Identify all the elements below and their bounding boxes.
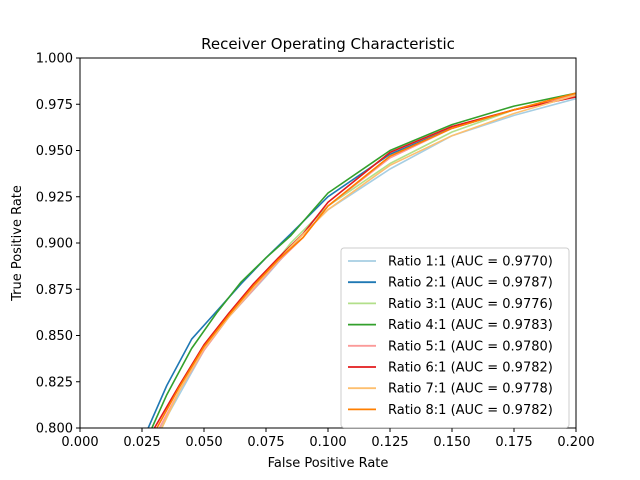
legend-label: Ratio 4:1 (AUC = 0.9783)	[388, 318, 553, 333]
x-axis: 0.000 0.025 0.050 0.075 0.100 0.125 0.150 0.175…	[61, 428, 595, 450]
y-tick-label: 1.000	[36, 52, 73, 67]
x-tick-label: 0.000	[61, 435, 98, 450]
y-tick-label: 0.875	[36, 283, 73, 298]
legend-label: Ratio 5:1 (AUC = 0.9780)	[388, 339, 553, 354]
x-tick-label: 0.100	[309, 435, 346, 450]
legend-box	[340, 247, 570, 429]
x-tick-label: 0.075	[247, 435, 284, 450]
y-tick-label: 0.800	[36, 422, 73, 437]
x-tick-label: 0.050	[185, 435, 222, 450]
legend-label: Ratio 1:1 (AUC = 0.9770)	[388, 255, 553, 270]
legend-label: Ratio 2:1 (AUC = 0.9787)	[388, 276, 553, 291]
legend-label: Ratio 8:1 (AUC = 0.9782)	[388, 403, 553, 418]
y-tick-label: 0.925	[36, 190, 73, 205]
legend-label: Ratio 3:1 (AUC = 0.9776)	[388, 297, 553, 312]
x-tick-label: 0.200	[557, 435, 594, 450]
x-tick-label: 0.125	[371, 435, 408, 450]
y-axis-title: True Positive Rate	[10, 185, 25, 302]
y-tick-label: 0.900	[36, 237, 73, 252]
y-tick-label: 0.975	[36, 98, 73, 113]
series-line-4	[151, 92, 576, 428]
chart-title: Receiver Operating Characteristic	[201, 35, 455, 53]
x-tick-label: 0.175	[495, 435, 532, 450]
series-line-7	[161, 94, 576, 428]
x-tick-label: 0.150	[433, 435, 470, 450]
x-tick-label: 0.025	[123, 435, 160, 450]
y-tick-label: 0.850	[36, 329, 73, 344]
series-line-8	[156, 92, 576, 428]
legend-label: Ratio 6:1 (AUC = 0.9782)	[388, 361, 553, 376]
y-axis: 0.800 0.825 0.850 0.875 0.900 0.925 0.950 0.975…	[36, 52, 80, 437]
series-layer	[147, 92, 576, 428]
y-tick-label: 0.950	[36, 144, 73, 159]
legend-label: Ratio 7:1 (AUC = 0.9778)	[388, 382, 553, 397]
y-tick-label: 0.825	[36, 375, 73, 390]
legend: Ratio 1:1 (AUC = 0.9770) Ratio 2:1 (AUC =…	[340, 247, 570, 429]
x-axis-title: False Positive Rate	[268, 456, 389, 471]
